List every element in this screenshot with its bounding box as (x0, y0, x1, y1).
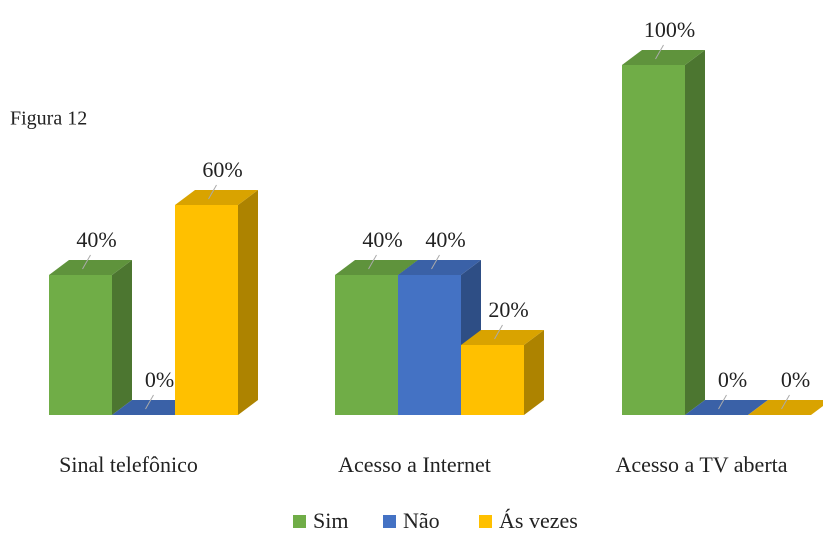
value-label: 0% (145, 367, 174, 392)
annotation: Figura 12 (10, 108, 87, 130)
bar-front (398, 275, 461, 415)
bar-top (112, 400, 195, 415)
legend-swatch (479, 515, 492, 528)
legend-label: Sim (313, 508, 348, 533)
bar (49, 260, 132, 415)
bar-front (335, 275, 398, 415)
bar-top (748, 400, 823, 415)
bar-top (49, 260, 132, 275)
value-label: 0% (781, 367, 810, 392)
bar-side (685, 50, 705, 415)
bar-top (398, 260, 481, 275)
bar-side (112, 260, 132, 415)
bar-top (175, 190, 258, 205)
bar-top (685, 400, 768, 415)
bar-top (335, 260, 418, 275)
leader-line (781, 394, 790, 410)
bar (112, 400, 195, 415)
bar-front (49, 275, 112, 415)
bar-top (461, 330, 544, 345)
leader-line (718, 394, 727, 410)
value-label: 40% (76, 227, 116, 252)
bar (685, 400, 768, 415)
leader-line (431, 254, 440, 270)
bar (461, 330, 544, 415)
legend-swatch (293, 515, 306, 528)
bar-side (524, 330, 544, 415)
value-label: 0% (718, 367, 747, 392)
value-label: 40% (362, 227, 402, 252)
value-label: 20% (488, 297, 528, 322)
leader-line (494, 324, 503, 340)
legend-label: Não (403, 508, 440, 533)
bar-front (175, 205, 238, 415)
value-label: 40% (425, 227, 465, 252)
bar-front (461, 345, 524, 415)
bar-side (238, 190, 258, 415)
x-tick-label: Acesso a Internet (338, 452, 491, 477)
leader-line (655, 44, 664, 60)
bar-top (622, 50, 705, 65)
x-tick-label: Acesso a TV aberta (615, 452, 787, 477)
leader-line (145, 394, 154, 410)
bar (175, 190, 258, 415)
legend-label: Ás vezes (499, 508, 578, 533)
value-label: 100% (644, 17, 695, 42)
bar-front (622, 65, 685, 415)
bar (748, 400, 823, 415)
leader-line (208, 184, 217, 200)
bar (622, 50, 705, 415)
value-label: 60% (202, 157, 242, 182)
legend-swatch (383, 515, 396, 528)
leader-line (82, 254, 91, 270)
x-tick-label: Sinal telefônico (59, 452, 198, 477)
leader-line (368, 254, 377, 270)
